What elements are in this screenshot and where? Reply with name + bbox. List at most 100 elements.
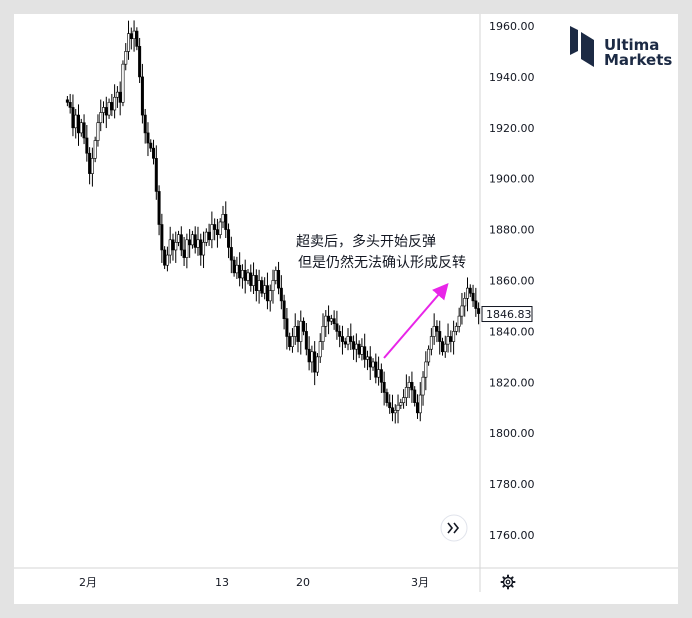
candle-body — [163, 249, 167, 266]
y-tick-label: 1920.00 — [489, 122, 535, 135]
candle-body — [468, 287, 472, 294]
candle-body — [427, 348, 431, 363]
candle-body — [285, 318, 289, 337]
candle-body — [452, 331, 456, 342]
candle-body — [118, 91, 122, 103]
candle-body — [274, 270, 278, 281]
candle-body — [113, 96, 117, 111]
candle-body — [324, 315, 328, 327]
chart-settings-button[interactable] — [500, 574, 516, 590]
y-tick-label: 1840.00 — [489, 325, 535, 338]
candle-body — [477, 308, 481, 314]
candle-body — [318, 341, 322, 358]
candle-body — [179, 234, 183, 251]
candle-body — [382, 381, 386, 393]
candle-body — [310, 351, 314, 363]
candle-body — [390, 407, 394, 414]
candle-body — [293, 326, 297, 337]
candle-body — [399, 402, 403, 406]
y-axis: 1960.00 1940.00 1920.00 1900.00 1880.00 1860.… — [489, 20, 535, 542]
candle-body — [154, 158, 158, 192]
candle-body — [410, 381, 414, 391]
candle-body — [252, 275, 256, 286]
y-tick-label: 1780.00 — [489, 478, 535, 491]
x-tick-label: 3月 — [411, 576, 429, 589]
candle-body — [104, 107, 108, 116]
candle-body — [335, 323, 339, 332]
candle-body — [402, 397, 406, 403]
candle-body — [329, 318, 333, 322]
candle-body — [249, 272, 253, 286]
candle-body — [343, 341, 347, 345]
candle-body — [321, 326, 325, 342]
candle-body — [407, 381, 411, 388]
candle-body — [165, 254, 169, 266]
candle-body — [327, 315, 331, 322]
candle-body — [171, 239, 175, 251]
candle-body — [471, 292, 475, 302]
candle-body — [138, 46, 142, 78]
candle-body — [235, 264, 239, 274]
candle-body — [149, 142, 153, 149]
candle-body — [265, 285, 269, 302]
x-tick-label: 20 — [296, 576, 310, 589]
candle-body — [277, 270, 281, 289]
candle-body — [224, 214, 228, 230]
scroll-to-latest-button[interactable] — [440, 514, 468, 542]
last-price-label: 1846.83 — [486, 308, 532, 321]
candle-body — [213, 224, 217, 230]
candle-body — [260, 280, 264, 294]
candle-body — [446, 336, 450, 345]
y-tick-label: 1880.00 — [489, 224, 535, 237]
candle-body — [463, 298, 467, 307]
candle-body — [474, 300, 478, 309]
candle-body — [290, 336, 294, 347]
candle-body — [160, 224, 164, 251]
candle-body — [246, 272, 250, 281]
y-tick-label: 1820.00 — [489, 376, 535, 389]
candle-body — [257, 280, 261, 291]
candle-body — [199, 239, 203, 256]
y-tick-label: 1760.00 — [489, 529, 535, 542]
y-tick-label: 1860.00 — [489, 275, 535, 288]
y-tick-label: 1900.00 — [489, 173, 535, 186]
candle-body — [240, 270, 244, 279]
logo-mark-right — [581, 32, 594, 67]
candle-body — [268, 290, 272, 302]
candle-body — [127, 33, 131, 52]
price-chart[interactable]: 1960.00 1940.00 1920.00 1900.00 1880.00 1860.… — [14, 14, 678, 604]
candle-body — [129, 33, 133, 40]
candle-body — [282, 300, 286, 319]
candle-body — [82, 122, 86, 139]
x-axis: 2月 13 20 3月 — [79, 576, 429, 589]
candle-body — [115, 91, 119, 98]
candle-body — [307, 348, 311, 363]
candle-body — [435, 326, 439, 332]
candle-body — [429, 336, 433, 350]
candle-body — [96, 122, 100, 141]
candle-body — [371, 361, 375, 368]
candle-body — [346, 336, 350, 345]
last-price-tag: 1846.83 — [481, 306, 533, 323]
candle-body — [418, 394, 422, 414]
candle-body — [190, 234, 194, 246]
annotation-line-1: 超卖后，多头开始反弹 — [296, 233, 436, 250]
candle-body — [421, 376, 425, 396]
candle-body — [304, 331, 308, 350]
candle-body — [193, 234, 197, 248]
candle-body — [88, 152, 92, 174]
candle-body — [182, 249, 186, 258]
candle-body — [121, 63, 125, 103]
candle-body — [363, 346, 367, 360]
candle-body — [368, 356, 372, 368]
candle-body — [210, 224, 214, 241]
candle-body — [393, 409, 397, 414]
candle-body — [85, 137, 89, 154]
candle-body — [279, 287, 283, 302]
candle-body — [174, 242, 178, 251]
candle-body — [271, 280, 275, 291]
candle-body — [135, 30, 139, 47]
gear-icon — [500, 574, 516, 590]
candle-body — [65, 99, 69, 103]
candle-body — [299, 320, 303, 342]
